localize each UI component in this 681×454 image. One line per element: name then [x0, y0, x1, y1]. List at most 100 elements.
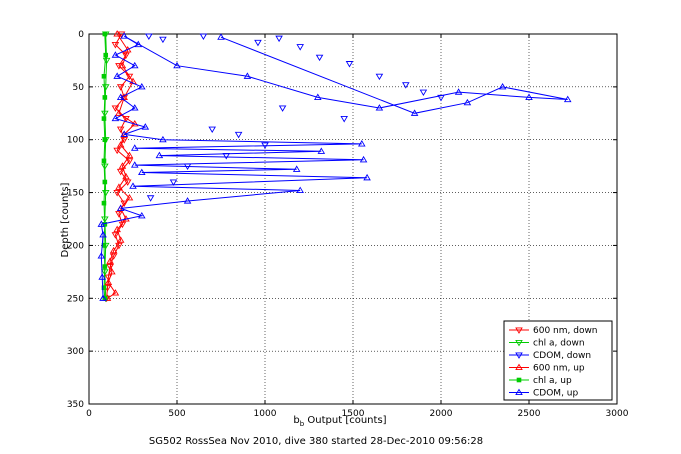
data-point [99, 294, 107, 301]
data-point [134, 40, 143, 48]
data-point [123, 45, 132, 53]
legend-swatch-marker [516, 377, 522, 383]
legend-swatch-marker [515, 352, 523, 359]
data-point [111, 232, 120, 239]
y-tick-label: 150 [67, 189, 84, 199]
data-point [129, 77, 137, 85]
data-point [113, 190, 121, 197]
data-point [130, 104, 139, 111]
data-point [116, 126, 125, 134]
data-point [116, 141, 125, 148]
data-point [563, 95, 572, 103]
data-point [419, 89, 428, 97]
data-point [102, 95, 108, 100]
y-tick-label: 300 [67, 347, 84, 357]
data-point [109, 246, 118, 254]
legend: 600 nm, down chl a, down CDOM, down 600 nm,… [503, 320, 613, 401]
series-group [101, 31, 109, 301]
data-point [101, 200, 107, 206]
data-point [101, 158, 107, 164]
data-point [98, 273, 106, 280]
data-point [525, 93, 533, 100]
data-point [116, 168, 125, 176]
series-layer [97, 30, 572, 303]
data-point [275, 35, 283, 43]
data-point [130, 61, 139, 69]
legend-swatch-marker [515, 327, 523, 334]
data-point [111, 42, 120, 49]
data-point [123, 179, 132, 186]
data-point [359, 155, 368, 163]
data-point [102, 31, 108, 37]
data-point [120, 200, 128, 208]
data-point [113, 225, 121, 233]
data-point [113, 147, 121, 155]
data-point [97, 252, 106, 259]
legend-swatch-marker [515, 339, 523, 347]
data-point [454, 88, 463, 95]
data-point [217, 33, 225, 40]
data-point [101, 110, 109, 118]
data-point [106, 264, 114, 271]
data-point [113, 72, 121, 79]
x-axis-label: bb Output [counts] [293, 415, 386, 428]
data-point [363, 173, 371, 181]
data-point [115, 109, 123, 116]
y-tick-label: 100 [67, 136, 84, 146]
data-point [115, 211, 123, 218]
data-point [101, 116, 107, 121]
y-tick-label: 250 [67, 294, 84, 304]
data-point [317, 147, 326, 154]
data-point [111, 105, 120, 112]
data-point [125, 158, 134, 165]
y-tick-label: 0 [78, 30, 84, 40]
data-point [111, 114, 120, 122]
data-point [138, 82, 146, 90]
data-point [129, 182, 137, 189]
data-point [102, 264, 108, 269]
y-tick-label: 50 [73, 83, 85, 93]
data-point [101, 163, 109, 171]
data-point [101, 73, 107, 79]
data-point [254, 39, 262, 47]
data-point [122, 52, 130, 60]
y-tick-label: 200 [67, 241, 84, 251]
data-point [375, 73, 384, 81]
data-point [141, 123, 150, 130]
data-point [111, 289, 120, 296]
y-axis-ticks: 0 50 100 150 200 250 300 350 [67, 30, 617, 410]
x-tick-label: 2000 [430, 409, 453, 419]
legend-entry: CDOM, up [533, 389, 578, 399]
legend-entry: chl a, down [533, 339, 585, 349]
data-point [315, 54, 324, 62]
series-group [97, 32, 572, 301]
figure-caption: SG502 RossSea Nov 2010, dive 380 started… [149, 436, 483, 447]
data-point [169, 179, 178, 186]
data-point [145, 33, 153, 41]
data-point [108, 267, 116, 275]
data-point [234, 131, 243, 139]
data-point [292, 165, 301, 172]
data-point [159, 36, 167, 44]
data-point [138, 168, 146, 176]
data-point [345, 61, 354, 68]
data-point [138, 211, 146, 219]
x-tick-label: 2500 [518, 409, 541, 419]
data-point [113, 30, 121, 37]
legend-entry: CDOM, down [533, 351, 591, 361]
data-point [125, 151, 134, 159]
data-point [402, 82, 410, 89]
data-point [125, 193, 134, 201]
data-point [173, 61, 181, 69]
legend-entry: 600 nm, down [533, 326, 598, 336]
x-tick-label: 1000 [254, 409, 277, 419]
data-point [103, 52, 109, 58]
data-point [314, 93, 322, 100]
data-point [120, 130, 128, 137]
data-point [116, 204, 125, 211]
x-tick-label: 0 [86, 409, 92, 419]
legend-box [503, 320, 613, 401]
data-point [199, 33, 208, 41]
legend-swatch-marker [515, 388, 523, 396]
legend-swatch-marker [515, 363, 523, 371]
